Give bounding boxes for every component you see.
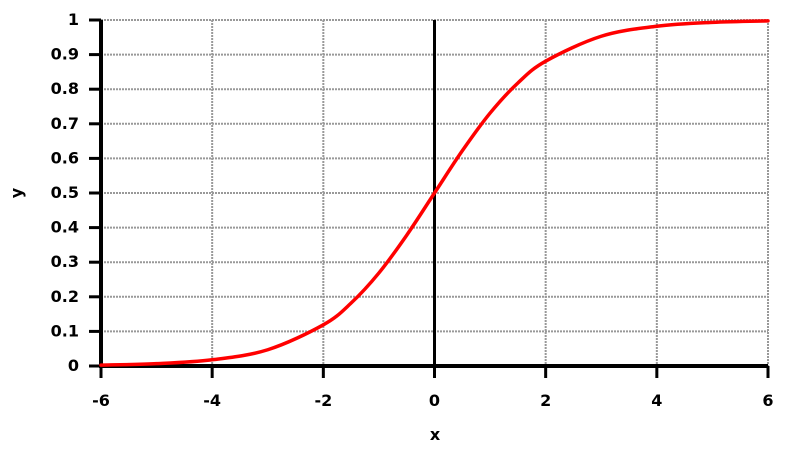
x-tick-label-6: 6 (762, 391, 773, 410)
y-tick-label-4: 0.4 (51, 218, 79, 237)
y-axis-title: y (7, 187, 26, 198)
x-tick-label-0: -6 (92, 391, 110, 410)
y-tick-label-0: 0 (68, 356, 79, 375)
x-tick-label-5: 4 (651, 391, 662, 410)
ticks: 0 0.1 0.2 0.3 0.4 0.5 0.6 0.7 0.8 0.9 1 -6 -4 -2 0 2 4 6 (51, 10, 774, 410)
x-tick-label-3: 0 (429, 391, 440, 410)
series (99, 19, 770, 367)
y-tick-label-8: 0.8 (51, 79, 79, 98)
x-tick-label-1: -4 (203, 391, 221, 410)
y-tick-label-6: 0.6 (51, 148, 79, 167)
x-axis-title: x (430, 425, 441, 444)
y-tick-label-5: 0.5 (51, 183, 79, 202)
y-tick-label-9: 0.9 (51, 45, 79, 64)
x-tick-label-4: 2 (540, 391, 551, 410)
sigmoid-curve-0 (99, 19, 770, 367)
y-tick-label-2: 0.2 (51, 287, 79, 306)
y-tick-label-3: 0.3 (51, 252, 79, 271)
y-tick-label-7: 0.7 (51, 114, 79, 133)
y-tick-label-10: 1 (68, 10, 79, 29)
y-tick-label-1: 0.1 (51, 321, 79, 340)
x-tick-label-2: -2 (314, 391, 332, 410)
